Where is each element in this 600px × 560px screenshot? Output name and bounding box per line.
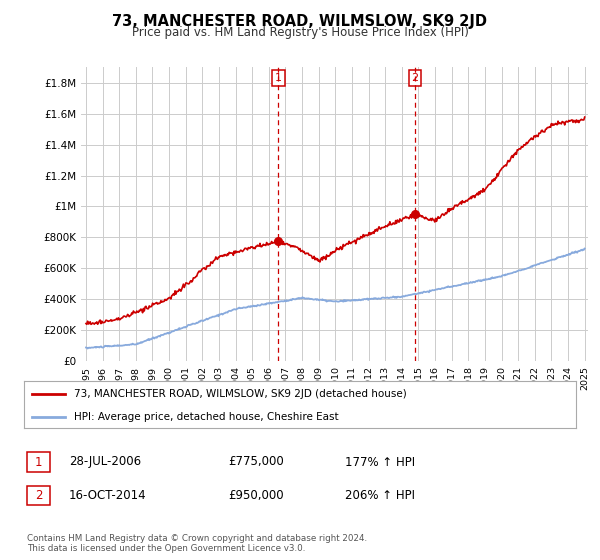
Text: 206% ↑ HPI: 206% ↑ HPI (345, 489, 415, 502)
Text: 2: 2 (412, 73, 419, 83)
Text: 177% ↑ HPI: 177% ↑ HPI (345, 455, 415, 469)
Text: HPI: Average price, detached house, Cheshire East: HPI: Average price, detached house, Ches… (74, 412, 338, 422)
Text: 73, MANCHESTER ROAD, WILMSLOW, SK9 2JD: 73, MANCHESTER ROAD, WILMSLOW, SK9 2JD (113, 14, 487, 29)
Text: 28-JUL-2006: 28-JUL-2006 (69, 455, 141, 469)
Text: 16-OCT-2014: 16-OCT-2014 (69, 489, 146, 502)
Text: Price paid vs. HM Land Registry's House Price Index (HPI): Price paid vs. HM Land Registry's House … (131, 26, 469, 39)
Text: Contains HM Land Registry data © Crown copyright and database right 2024.
This d: Contains HM Land Registry data © Crown c… (27, 534, 367, 553)
Text: 2: 2 (35, 489, 42, 502)
Text: £950,000: £950,000 (228, 489, 284, 502)
Text: £775,000: £775,000 (228, 455, 284, 469)
Text: 1: 1 (275, 73, 282, 83)
Text: 73, MANCHESTER ROAD, WILMSLOW, SK9 2JD (detached house): 73, MANCHESTER ROAD, WILMSLOW, SK9 2JD (… (74, 389, 406, 399)
Text: 1: 1 (35, 455, 42, 469)
